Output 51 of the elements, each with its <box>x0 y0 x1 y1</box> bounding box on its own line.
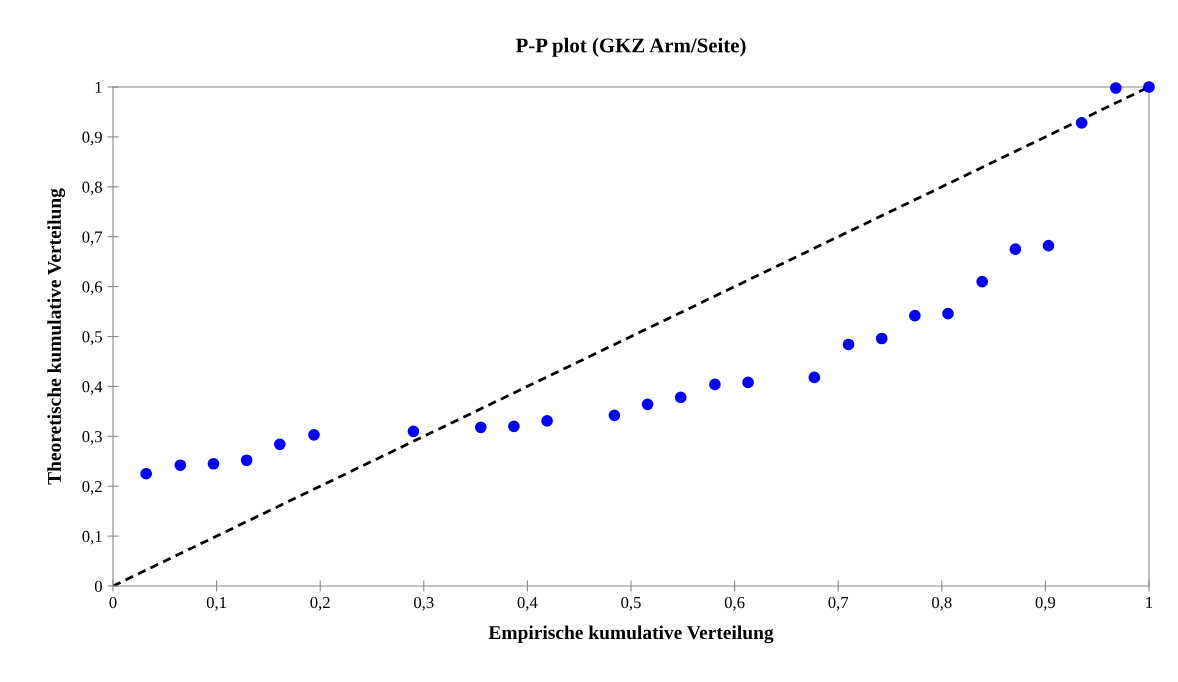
point <box>207 457 220 470</box>
x-tick-label: 1 <box>1146 596 1153 608</box>
point <box>709 378 721 391</box>
point <box>273 438 286 451</box>
point <box>641 398 654 411</box>
point <box>140 467 152 480</box>
x-tick-label: 0,9 <box>1035 596 1056 611</box>
point <box>875 332 888 345</box>
point <box>674 391 687 404</box>
y-tick-label: 0 <box>94 580 102 592</box>
y-tick-label: 0,1 <box>82 530 102 545</box>
x-tick-label: 0,6 <box>724 596 745 611</box>
y-axis-title: Theoretische kumulative Verteilung <box>47 188 66 485</box>
point <box>1075 117 1088 129</box>
point <box>1110 82 1122 94</box>
x-tick-label: 0,2 <box>310 596 330 611</box>
point <box>909 309 921 322</box>
y-tick-label: 0,3 <box>82 431 102 445</box>
point <box>808 371 821 384</box>
y-tick-label: 0,5 <box>82 331 102 345</box>
point <box>1143 81 1155 93</box>
x-tick-label: 0,1 <box>206 596 227 611</box>
point <box>608 409 621 422</box>
y-tick-label: 0,4 <box>82 381 103 395</box>
point <box>1009 243 1022 256</box>
point <box>308 428 320 441</box>
point <box>541 414 553 427</box>
x-tick-label: 0,3 <box>414 596 434 611</box>
x-tick-label: 0 <box>109 596 117 609</box>
x-tick-label: 0,5 <box>621 596 641 611</box>
y-tick-label: 0,2 <box>82 480 102 495</box>
x-tick-label: 0,8 <box>932 596 952 611</box>
point <box>174 459 187 472</box>
x-tick-label: 0,4 <box>517 596 538 611</box>
y-tick-label: 0,8 <box>82 181 102 196</box>
point <box>407 425 420 438</box>
point <box>1042 239 1055 252</box>
point <box>842 338 855 351</box>
y-tick-label: 0,6 <box>82 281 103 295</box>
y-tick-label: 0,9 <box>82 131 102 146</box>
point <box>508 420 520 433</box>
point <box>240 454 253 467</box>
point <box>942 307 954 320</box>
x-tick-label: 0,7 <box>828 596 849 611</box>
point <box>742 376 754 389</box>
point <box>976 275 989 288</box>
x-axis-title: Empirische kumulative Verteilung <box>488 625 774 644</box>
y-tick-label: 0,7 <box>82 231 103 246</box>
y-tick-label: 1 <box>95 81 102 93</box>
point <box>474 421 487 434</box>
chart-title: P-P plot (GKZ Arm/Seite) <box>515 37 746 57</box>
